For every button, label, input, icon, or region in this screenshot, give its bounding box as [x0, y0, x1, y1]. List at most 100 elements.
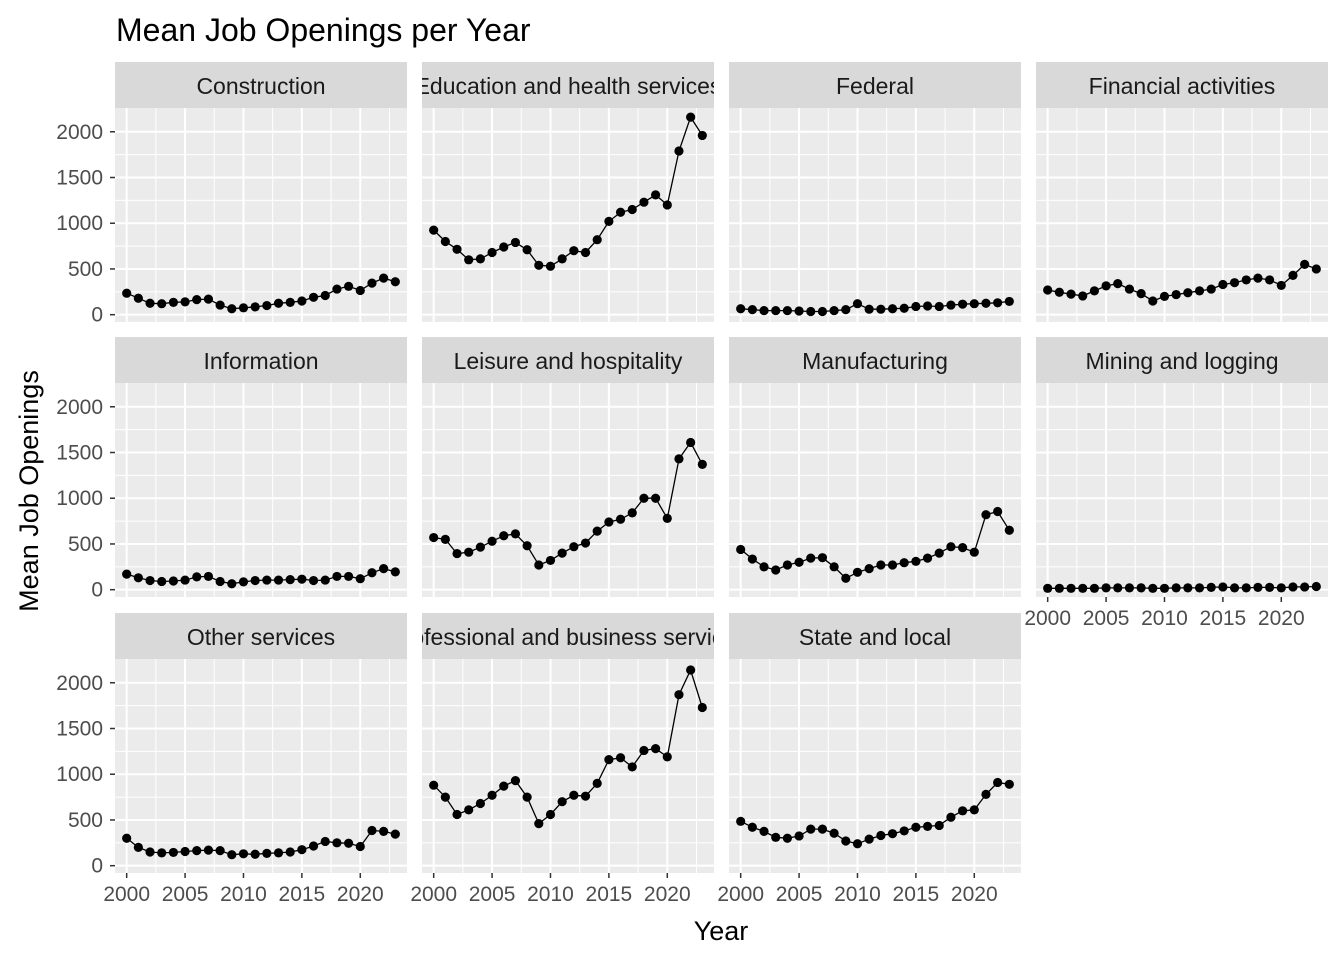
data-point — [651, 744, 661, 754]
y-tick-label: 1000 — [56, 212, 103, 235]
data-point — [1124, 583, 1135, 593]
data-point — [499, 242, 509, 252]
data-point — [759, 826, 769, 836]
data-point — [1241, 275, 1251, 285]
data-point — [736, 544, 746, 555]
x-tick-label: 2005 — [1083, 607, 1130, 630]
data-point — [841, 305, 851, 315]
data-point — [922, 821, 933, 831]
data-point — [168, 297, 178, 307]
data-point — [122, 569, 132, 579]
data-point — [273, 298, 284, 308]
data-point — [168, 576, 178, 586]
facet-strip-label: Financial activities — [1089, 73, 1276, 99]
data-point — [969, 299, 979, 309]
data-point — [771, 305, 781, 316]
data-point — [145, 298, 155, 308]
data-point — [651, 190, 661, 200]
data-point — [390, 277, 400, 287]
data-point — [367, 568, 377, 578]
data-point — [887, 829, 898, 839]
data-point — [852, 299, 863, 309]
data-point — [1148, 583, 1158, 593]
data-point — [1171, 289, 1181, 300]
facet-strip — [729, 613, 1021, 659]
data-point — [180, 575, 190, 585]
facet-strip — [422, 613, 714, 659]
data-point — [592, 778, 602, 788]
x-tick-label: 2020 — [337, 883, 384, 906]
data-point — [759, 562, 769, 572]
data-point — [367, 278, 377, 288]
x-tick-label: 2005 — [776, 883, 823, 906]
facet-strip — [422, 337, 714, 383]
x-axis-title: Year — [694, 916, 749, 946]
data-point — [1043, 583, 1053, 593]
data-point — [122, 833, 132, 843]
data-point — [697, 459, 707, 469]
data-point — [1300, 259, 1310, 269]
data-point — [379, 564, 389, 574]
data-point — [522, 245, 532, 255]
facet-panel-education-and-health-services: Education and health services — [422, 62, 714, 322]
data-point — [308, 292, 319, 302]
y-tick-label: 2000 — [56, 672, 103, 695]
data-point — [1004, 525, 1014, 535]
data-point — [1311, 581, 1321, 592]
data-point — [686, 112, 696, 122]
data-point — [864, 834, 874, 844]
facet-panel-construction: Construction 0 500 1000 1500 2000 — [56, 62, 407, 327]
x-tick-label: 2000 — [1024, 607, 1071, 630]
data-point — [876, 830, 886, 841]
data-point — [569, 246, 579, 256]
panel-background — [729, 383, 1021, 597]
data-point — [1276, 280, 1286, 291]
facet-strip — [729, 337, 1021, 383]
data-point — [899, 303, 909, 313]
facet-panel-state-and-local: State and local 2000 2005 2010 2015 2020 — [717, 613, 1021, 906]
data-point — [379, 826, 389, 836]
x-tick-label: 2010 — [220, 883, 267, 906]
x-tick-label: 2010 — [834, 883, 881, 906]
data-point — [238, 577, 249, 587]
data-point — [782, 560, 793, 570]
data-point — [604, 216, 614, 227]
panel-background — [422, 108, 714, 322]
data-point — [168, 847, 178, 858]
facet-strip — [729, 62, 1021, 108]
data-point — [133, 293, 143, 303]
data-point — [993, 777, 1003, 788]
data-point — [475, 542, 485, 552]
facet-strip-label: Information — [203, 348, 318, 374]
data-point — [452, 809, 462, 820]
data-point — [227, 850, 237, 860]
facet-strip — [422, 62, 714, 108]
data-point — [344, 838, 354, 848]
data-point — [580, 247, 591, 258]
data-point — [934, 301, 944, 312]
x-tick-label: 2020 — [1258, 607, 1305, 630]
data-point — [464, 255, 474, 265]
facet-strip-label: Federal — [836, 73, 914, 99]
data-point — [1043, 285, 1053, 295]
data-point — [934, 820, 944, 831]
data-point — [686, 437, 696, 448]
data-point — [452, 548, 462, 559]
data-point — [157, 848, 167, 858]
data-point — [1276, 583, 1286, 593]
x-tick-label: 2020 — [951, 883, 998, 906]
x-tick-label: 2005 — [162, 883, 209, 906]
data-point — [499, 531, 509, 541]
data-point — [545, 809, 556, 820]
data-point — [157, 576, 167, 587]
data-point — [829, 828, 839, 838]
data-point — [1171, 583, 1181, 593]
data-point — [946, 542, 956, 552]
data-point — [674, 454, 684, 464]
x-tick-label: 2015 — [1200, 607, 1247, 630]
data-point — [852, 839, 863, 849]
data-point — [344, 281, 354, 291]
data-point — [192, 572, 202, 582]
data-point — [320, 836, 330, 847]
data-point — [662, 513, 672, 523]
